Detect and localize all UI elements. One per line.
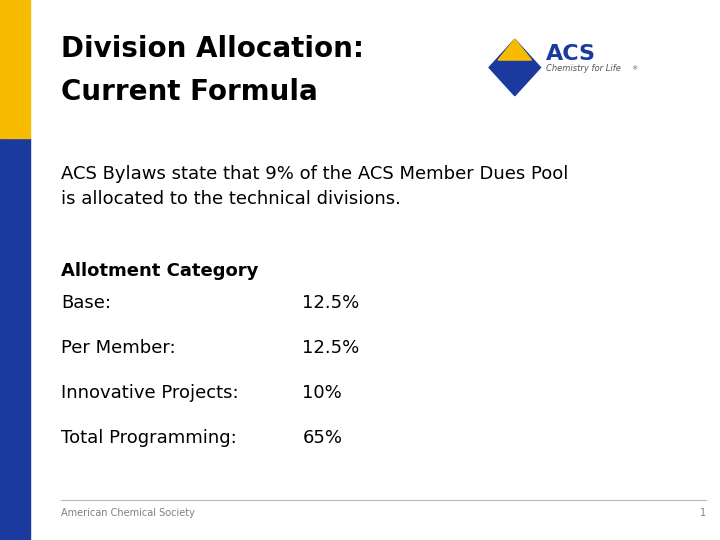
Text: 10%: 10%: [302, 384, 342, 402]
Text: 12.5%: 12.5%: [302, 294, 360, 312]
Text: ACS: ACS: [546, 44, 595, 64]
Text: Base:: Base:: [61, 294, 111, 312]
Text: Per Member:: Per Member:: [61, 339, 176, 357]
Text: Chemistry for Life: Chemistry for Life: [546, 64, 621, 73]
Text: ®: ®: [631, 66, 637, 71]
Text: 12.5%: 12.5%: [302, 339, 360, 357]
Text: Total Programming:: Total Programming:: [61, 429, 237, 447]
Text: American Chemical Society: American Chemical Society: [61, 508, 195, 518]
Text: Division Allocation:: Division Allocation:: [61, 35, 364, 63]
Text: Current Formula: Current Formula: [61, 78, 318, 106]
Text: Innovative Projects:: Innovative Projects:: [61, 384, 239, 402]
Bar: [0, 0, 30, 138]
Text: Allotment Category: Allotment Category: [61, 262, 258, 280]
Polygon shape: [498, 39, 531, 60]
Text: ACS Bylaws state that 9% of the ACS Member Dues Pool
is allocated to the technic: ACS Bylaws state that 9% of the ACS Memb…: [61, 165, 569, 208]
Bar: [0, 138, 30, 540]
Text: 1: 1: [699, 508, 706, 518]
Text: 65%: 65%: [302, 429, 343, 447]
Polygon shape: [489, 39, 541, 96]
